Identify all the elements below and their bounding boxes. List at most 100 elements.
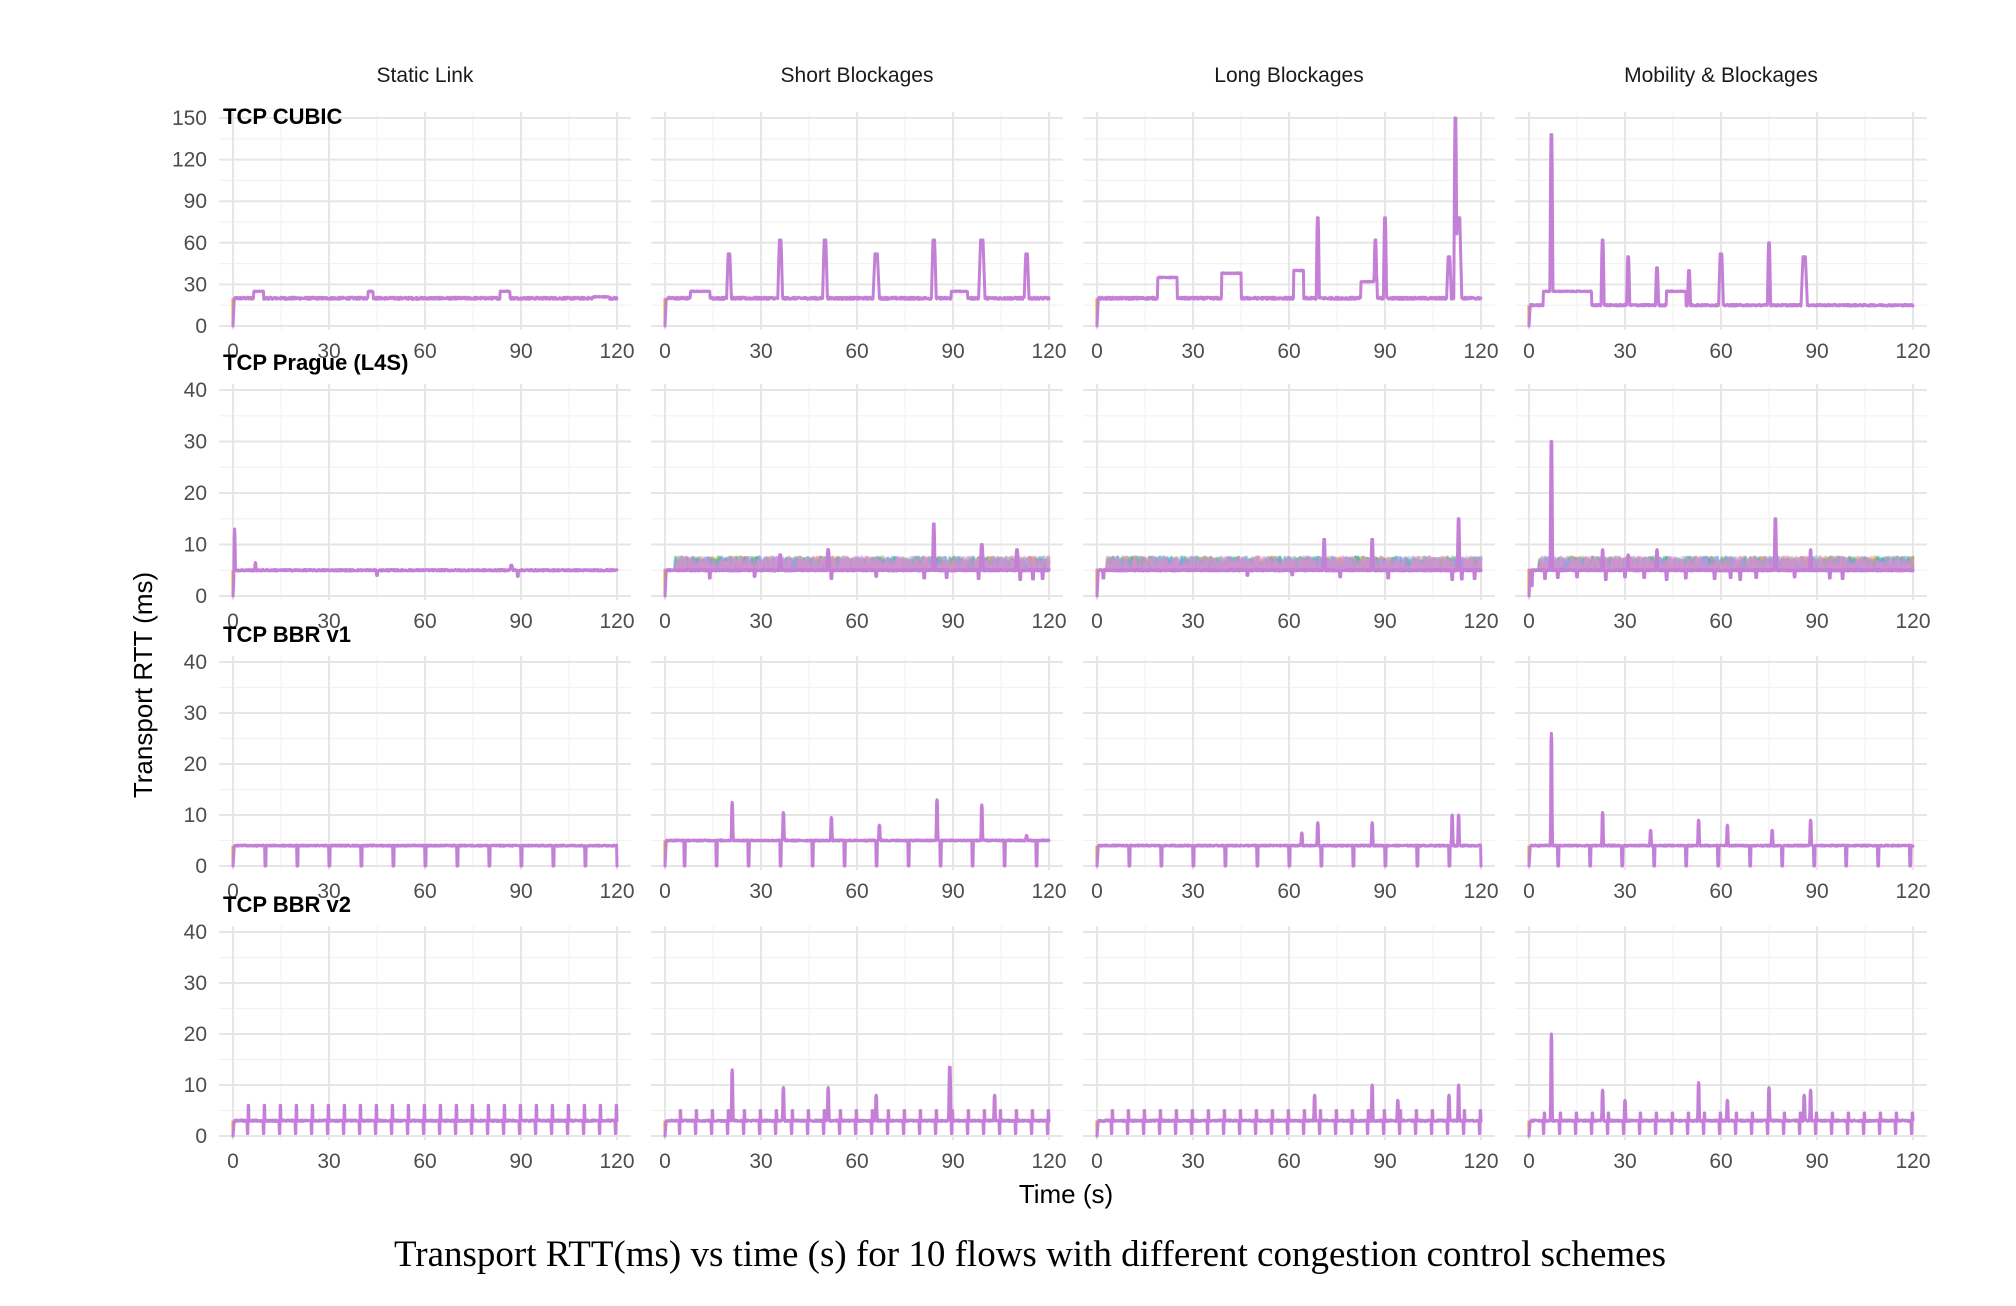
- y-tick-label: 0: [195, 585, 207, 608]
- rtt-series-line: [663, 238, 1051, 328]
- y-tick-label: 10: [184, 534, 207, 557]
- rtt-series-line: [1527, 440, 1915, 598]
- y-tick-label: 150: [172, 107, 207, 130]
- x-tick-label: 30: [1613, 610, 1636, 633]
- rtt-series-line: [1527, 731, 1915, 868]
- y-tick-label: 40: [184, 921, 207, 944]
- x-tick-label: 90: [1805, 610, 1828, 633]
- x-tick-label: 60: [1277, 1150, 1300, 1173]
- y-tick-label: 10: [184, 804, 207, 827]
- x-axis-title: Time (s): [1019, 1179, 1113, 1209]
- x-tick-label: 30: [749, 1150, 772, 1173]
- x-tick-label: 30: [317, 340, 340, 363]
- y-tick-label: 30: [184, 702, 207, 725]
- x-tick-label: 120: [1895, 1150, 1930, 1173]
- y-tick-label: 30: [184, 431, 207, 454]
- x-tick-label: 0: [1091, 880, 1103, 903]
- panel-4-1: 0 30 60 90 120 0 10 20 30 40 TCP BBR v2: [184, 892, 635, 1173]
- x-tick-label: 60: [413, 1150, 436, 1173]
- x-tick-label: 120: [1031, 880, 1066, 903]
- x-tick-label: 60: [413, 610, 436, 633]
- x-tick-label: 90: [509, 340, 532, 363]
- rtt-series-line: [231, 289, 619, 328]
- rtt-series-line: [1095, 813, 1483, 868]
- y-tick-label: 40: [184, 651, 207, 674]
- x-tick-label: 90: [941, 340, 964, 363]
- x-tick-label: 120: [1463, 1150, 1498, 1173]
- x-tick-label: 90: [941, 610, 964, 633]
- row-title: TCP BBR v2: [223, 892, 351, 917]
- y-tick-label: 40: [184, 379, 207, 402]
- x-tick-label: 0: [227, 610, 239, 633]
- x-tick-label: 90: [1373, 1150, 1396, 1173]
- x-tick-label: 60: [1277, 340, 1300, 363]
- panel-3-2: 0 30 60 90 120: [651, 656, 1067, 903]
- x-tick-label: 0: [659, 610, 671, 633]
- x-tick-label: 90: [1805, 340, 1828, 363]
- x-tick-label: 30: [749, 880, 772, 903]
- x-tick-label: 30: [1181, 1150, 1204, 1173]
- x-tick-label: 60: [1709, 1150, 1732, 1173]
- x-tick-label: 120: [1895, 610, 1930, 633]
- x-tick-label: 0: [1523, 880, 1535, 903]
- y-tick-label: 0: [195, 1125, 207, 1148]
- x-tick-label: 60: [845, 1150, 868, 1173]
- flow-series-5: [1095, 555, 1483, 572]
- row-title: TCP Prague (L4S): [223, 350, 408, 375]
- x-tick-label: 30: [1181, 880, 1204, 903]
- x-tick-label: 0: [659, 880, 671, 903]
- x-tick-label: 60: [1709, 610, 1732, 633]
- y-axis-title: Transport RTT (ms): [128, 572, 158, 798]
- rtt-series-line: [1095, 517, 1483, 598]
- rtt-series-line: [1095, 116, 1483, 328]
- x-tick-label: 120: [1895, 340, 1930, 363]
- rtt-series-line: [231, 527, 619, 598]
- y-tick-label: 120: [172, 149, 207, 172]
- panel-4-4: 0 30 60 90 120: [1515, 926, 1931, 1173]
- y-tick-label: 60: [184, 232, 207, 255]
- row-title: TCP BBR v1: [223, 622, 351, 647]
- x-tick-label: 90: [1805, 880, 1828, 903]
- panel-1-3: 0 30 60 90 120 Long Blockages: [1083, 64, 1499, 363]
- x-tick-label: 0: [1523, 610, 1535, 633]
- row-title: TCP CUBIC: [223, 104, 342, 129]
- x-tick-label: 60: [845, 610, 868, 633]
- x-tick-label: 90: [509, 610, 532, 633]
- x-tick-label: 30: [749, 610, 772, 633]
- x-tick-label: 60: [413, 340, 436, 363]
- x-tick-label: 0: [1523, 340, 1535, 363]
- x-tick-label: 120: [1463, 610, 1498, 633]
- x-tick-label: 30: [317, 1150, 340, 1173]
- rtt-series-line: [1527, 133, 1915, 328]
- rtt-series-line: [663, 522, 1051, 598]
- x-tick-label: 120: [1895, 880, 1930, 903]
- rtt-series-line: [1095, 1083, 1483, 1138]
- figure-caption: Transport RTT(ms) vs time (s) for 10 flo…: [394, 1234, 1666, 1275]
- rtt-series-line: [663, 1065, 1051, 1138]
- x-tick-label: 120: [1463, 340, 1498, 363]
- flow-series-1: [1527, 555, 1915, 572]
- x-tick-label: 120: [599, 1150, 634, 1173]
- x-tick-label: 0: [659, 340, 671, 363]
- x-tick-label: 90: [941, 880, 964, 903]
- x-tick-label: 0: [227, 880, 239, 903]
- panel-3-4: 0 30 60 90 120: [1515, 656, 1931, 903]
- column-header: Short Blockages: [781, 64, 934, 87]
- panel-1-2: 0 30 60 90 120 Short Blockages: [651, 64, 1067, 363]
- x-tick-label: 0: [659, 1150, 671, 1173]
- x-tick-label: 0: [1091, 1150, 1103, 1173]
- x-tick-label: 30: [1613, 1150, 1636, 1173]
- x-tick-label: 120: [1031, 1150, 1066, 1173]
- x-tick-label: 120: [1031, 340, 1066, 363]
- x-tick-label: 90: [1373, 610, 1396, 633]
- panel-3-3: 0 30 60 90 120: [1083, 656, 1499, 903]
- x-tick-label: 30: [749, 340, 772, 363]
- y-tick-label: 20: [184, 482, 207, 505]
- x-tick-label: 60: [845, 880, 868, 903]
- x-tick-label: 30: [1613, 880, 1636, 903]
- panel-1-4: 0 30 60 90 120 Mobility & Blockages: [1515, 64, 1931, 363]
- x-tick-label: 120: [599, 340, 634, 363]
- rtt-series-line: [663, 798, 1051, 868]
- flow-series-7: [663, 555, 1051, 572]
